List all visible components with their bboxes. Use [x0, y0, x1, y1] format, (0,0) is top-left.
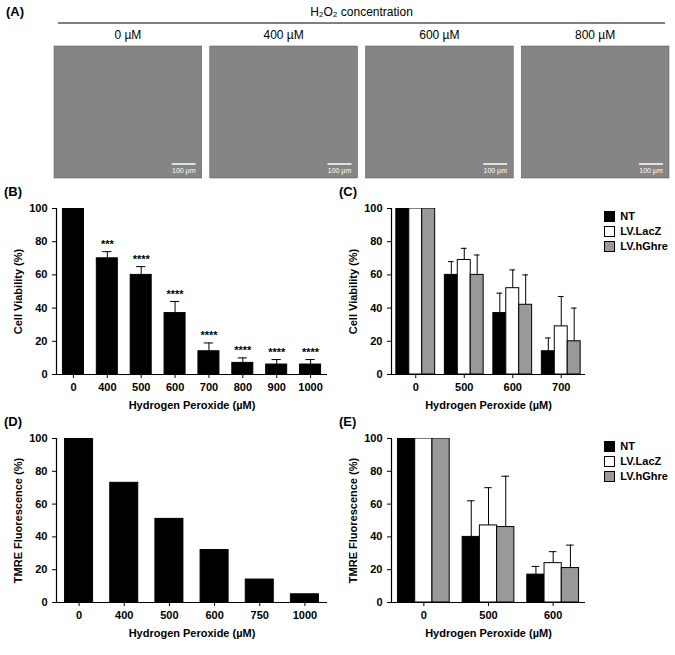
svg-text:20: 20 [370, 335, 382, 347]
svg-text:40: 40 [370, 530, 382, 542]
svg-text:Cell Viability (%): Cell Viability (%) [12, 248, 24, 334]
svg-text:****: **** [200, 329, 218, 341]
html-text:NT: NT [620, 210, 635, 222]
svg-text:500: 500 [160, 609, 178, 621]
svg-text:0: 0 [41, 368, 47, 380]
svg-text:****: **** [268, 346, 286, 358]
svg-text:400: 400 [98, 381, 116, 393]
svg-text:800: 800 [234, 381, 252, 393]
svg-text:****: **** [234, 344, 252, 356]
html-text:NT: NT [620, 440, 635, 452]
svg-text:0: 0 [76, 609, 82, 621]
svg-text:80: 80 [370, 465, 382, 477]
svg-text:60: 60 [370, 498, 382, 510]
svg-text:****: **** [302, 346, 320, 358]
html-text:(C): (C) [339, 184, 357, 199]
svg-text:100: 100 [29, 432, 47, 444]
svg-text:TMRE Fluorescence (%): TMRE Fluorescence (%) [347, 458, 359, 584]
html-text:(D): (D) [4, 414, 22, 429]
svg-text:500: 500 [455, 381, 473, 393]
svg-text:20: 20 [370, 563, 382, 575]
svg-text:100: 100 [29, 202, 47, 214]
svg-text:Hydrogen Peroxide (µM): Hydrogen Peroxide (µM) [129, 627, 256, 639]
svg-text:800 µM: 800 µM [575, 28, 615, 42]
svg-text:0: 0 [376, 368, 382, 380]
svg-text:80: 80 [35, 465, 47, 477]
html-text:LV.LacZ: LV.LacZ [620, 455, 662, 467]
svg-text:500: 500 [132, 381, 150, 393]
svg-text:100: 100 [364, 432, 382, 444]
svg-text:60: 60 [35, 268, 47, 280]
svg-text:20: 20 [35, 335, 47, 347]
svg-text:100 µm: 100 µm [172, 167, 196, 175]
svg-text:80: 80 [35, 235, 47, 247]
html-text:LV.hGhre: LV.hGhre [620, 470, 668, 482]
svg-text:***: *** [101, 238, 115, 250]
html-text:LV.LacZ: LV.LacZ [620, 225, 662, 237]
svg-text:****: **** [133, 253, 151, 265]
html-text:LV.hGhre: LV.hGhre [620, 240, 668, 252]
svg-text:****: **** [167, 288, 185, 300]
svg-text:60: 60 [370, 268, 382, 280]
svg-text:H₂O₂ concentration: H₂O₂ concentration [310, 5, 413, 19]
svg-text:700: 700 [552, 381, 570, 393]
svg-text:0: 0 [413, 381, 419, 393]
svg-text:500: 500 [479, 609, 497, 621]
svg-text:600: 600 [504, 381, 522, 393]
svg-text:40: 40 [370, 302, 382, 314]
svg-text:100 µm: 100 µm [484, 167, 508, 175]
svg-text:600: 600 [544, 609, 562, 621]
svg-text:20: 20 [35, 563, 47, 575]
svg-text:750: 750 [251, 609, 269, 621]
svg-text:0: 0 [41, 596, 47, 608]
svg-text:60: 60 [35, 498, 47, 510]
svg-text:600 µM: 600 µM [419, 28, 459, 42]
svg-text:Hydrogen Peroxide (µM): Hydrogen Peroxide (µM) [425, 627, 552, 639]
svg-text:1000: 1000 [298, 381, 322, 393]
svg-text:40: 40 [35, 302, 47, 314]
html-text:(B): (B) [4, 184, 22, 199]
svg-text:600: 600 [205, 609, 223, 621]
svg-text:0: 0 [421, 609, 427, 621]
svg-text:Hydrogen Peroxide (µM): Hydrogen Peroxide (µM) [425, 399, 552, 411]
svg-text:40: 40 [35, 530, 47, 542]
svg-text:400: 400 [115, 609, 133, 621]
svg-text:Cell Viability (%): Cell Viability (%) [347, 248, 359, 334]
svg-text:100: 100 [364, 202, 382, 214]
svg-text:Hydrogen Peroxide (µM): Hydrogen Peroxide (µM) [129, 399, 256, 411]
svg-text:900: 900 [268, 381, 286, 393]
svg-text:(A): (A) [6, 4, 24, 19]
svg-text:TMRE Fluorescence (%): TMRE Fluorescence (%) [12, 458, 24, 584]
svg-text:100 µm: 100 µm [328, 167, 352, 175]
svg-text:0: 0 [70, 381, 76, 393]
svg-text:0: 0 [376, 596, 382, 608]
html-text:(E): (E) [339, 414, 357, 429]
svg-text:700: 700 [200, 381, 218, 393]
svg-text:600: 600 [166, 381, 184, 393]
svg-text:400 µM: 400 µM [263, 28, 303, 42]
svg-text:1000: 1000 [293, 609, 317, 621]
svg-text:80: 80 [370, 235, 382, 247]
svg-text:0 µM: 0 µM [114, 28, 141, 42]
svg-text:100 µm: 100 µm [639, 167, 663, 175]
